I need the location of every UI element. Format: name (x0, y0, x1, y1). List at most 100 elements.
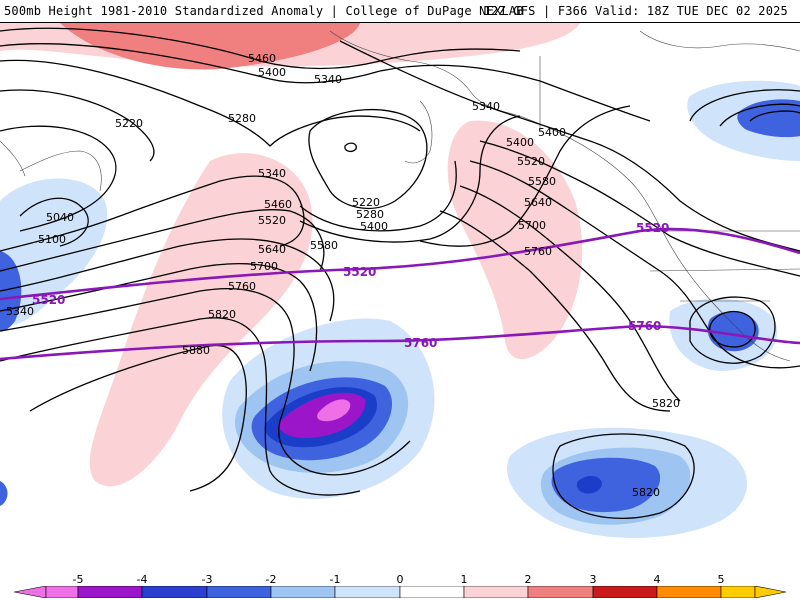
contour-label: 5340 (6, 305, 34, 318)
colorbar-segment (45, 586, 79, 598)
contour-label: 5040 (46, 211, 74, 224)
coastline (0, 140, 26, 177)
purple-contour-label: 5520 (32, 293, 65, 307)
colorbar-segment (463, 586, 529, 598)
colorbar-tick-label: 3 (589, 573, 597, 586)
coastline (329, 30, 791, 362)
contour-line (19, 197, 89, 247)
colorbar-arrow-low (13, 586, 47, 598)
coastline (404, 100, 433, 164)
coastline (19, 150, 102, 192)
contour-label: 5580 (310, 239, 338, 252)
purple-contour-label: 5520 (343, 265, 376, 279)
contour-label: 5340 (314, 73, 342, 86)
contour-label: 5760 (228, 280, 256, 293)
contour-line (299, 115, 521, 243)
colorbar-tick-label: 0 (396, 573, 404, 586)
contour-line (344, 142, 357, 153)
anomaly-area (737, 99, 800, 138)
contour-label: 5400 (360, 220, 388, 233)
contour-line (469, 160, 800, 369)
contour-label: 5760 (524, 245, 552, 258)
contour-line (0, 43, 651, 122)
colorbar-segment (592, 586, 658, 598)
contour-label: 5700 (518, 219, 546, 232)
colorbar-tick-label: -2 (265, 573, 277, 586)
anomaly-area (0, 481, 8, 506)
colorbar-segment (270, 586, 336, 598)
colorbar-tick-label: 2 (524, 573, 532, 586)
contour-line (308, 109, 428, 210)
contour-line (0, 317, 361, 496)
contour-label: 5520 (258, 214, 286, 227)
contour-label: 5820 (652, 397, 680, 410)
contour-line (0, 209, 325, 272)
contour-label: 5880 (182, 344, 210, 357)
colorbar-segment (527, 586, 594, 598)
contour-label: 5400 (538, 126, 566, 139)
purple-contour-labels: 5520 5520 5760 5760 5520 (32, 221, 669, 350)
contour-line (479, 140, 800, 277)
contour-label: 5520 (517, 155, 545, 168)
contour-label: 5640 (524, 196, 552, 209)
contour-line (719, 103, 800, 127)
contour-label: 5640 (258, 243, 286, 256)
contour-label: 5700 (250, 260, 278, 273)
purple-contour-label: 5520 (636, 221, 669, 235)
map-svg: 5460 5400 5340 5280 5220 5040 5100 5340 … (0, 23, 800, 538)
contour-label: 5400 (258, 66, 286, 79)
anomaly-area (317, 399, 351, 422)
header-bar: 500mb Height 1981-2010 Standardized Anom… (0, 0, 800, 22)
map-panel: 5460 5400 5340 5280 5220 5040 5100 5340 … (0, 22, 800, 574)
colorbar-tick-label: -1 (329, 573, 341, 586)
anomaly-area (89, 153, 313, 487)
purple-contour-line (0, 227, 800, 301)
contour-line (689, 296, 776, 364)
anomaly-area (0, 178, 108, 325)
anomaly-area (707, 311, 759, 352)
contour-line (749, 110, 800, 122)
contour-label: 5460 (248, 52, 276, 65)
contour-line (0, 89, 155, 162)
colorbar-segment (656, 586, 722, 598)
height-contours (0, 27, 800, 520)
colorbar-tick-label: 5 (717, 573, 725, 586)
contour-line (0, 175, 305, 252)
contour-line (552, 433, 695, 520)
contour-label: 5340 (472, 100, 500, 113)
purple-contour-label: 5760 (628, 319, 661, 333)
contour-label: 5220 (352, 196, 380, 209)
contour-label: 5280 (228, 112, 256, 125)
contour-line (459, 185, 681, 402)
reference-contours (0, 227, 800, 361)
contour-line (299, 160, 457, 232)
colorbar-segment (77, 586, 143, 598)
colorbar-arrow-high (754, 586, 787, 598)
model-valid-time: 12Z GFS | F366 Valid: 18Z TUE DEC 02 202… (483, 4, 788, 18)
purple-contour-line (0, 324, 800, 361)
contour-label: 5340 (258, 167, 286, 180)
colorbar: -5 -4 -3 -2 -1 0 1 2 3 4 5 (0, 572, 800, 600)
coastline (639, 30, 800, 52)
contour-line (339, 40, 800, 252)
contour-line (0, 125, 117, 232)
contour-line (689, 89, 800, 122)
anomaly-area (551, 457, 661, 513)
contour-label: 5220 (115, 117, 143, 130)
contour-line (419, 105, 631, 247)
contour-line (0, 238, 335, 322)
contour-line (0, 27, 521, 70)
colorbar-tick-label: -3 (201, 573, 213, 586)
anomaly-area (0, 251, 22, 332)
colorbar-tick-label: -4 (136, 573, 148, 586)
contour-label: 5820 (208, 308, 236, 321)
anomaly-area (576, 475, 602, 494)
colorbar-segment (334, 586, 401, 598)
contour-line (29, 344, 247, 492)
contour-line (0, 262, 318, 372)
colorbar-strip (13, 586, 787, 598)
contour-label: 5400 (506, 136, 534, 149)
colorbar-segment (399, 586, 465, 598)
anomaly-area (447, 120, 583, 360)
colorbar-tick-label: 1 (460, 573, 468, 586)
